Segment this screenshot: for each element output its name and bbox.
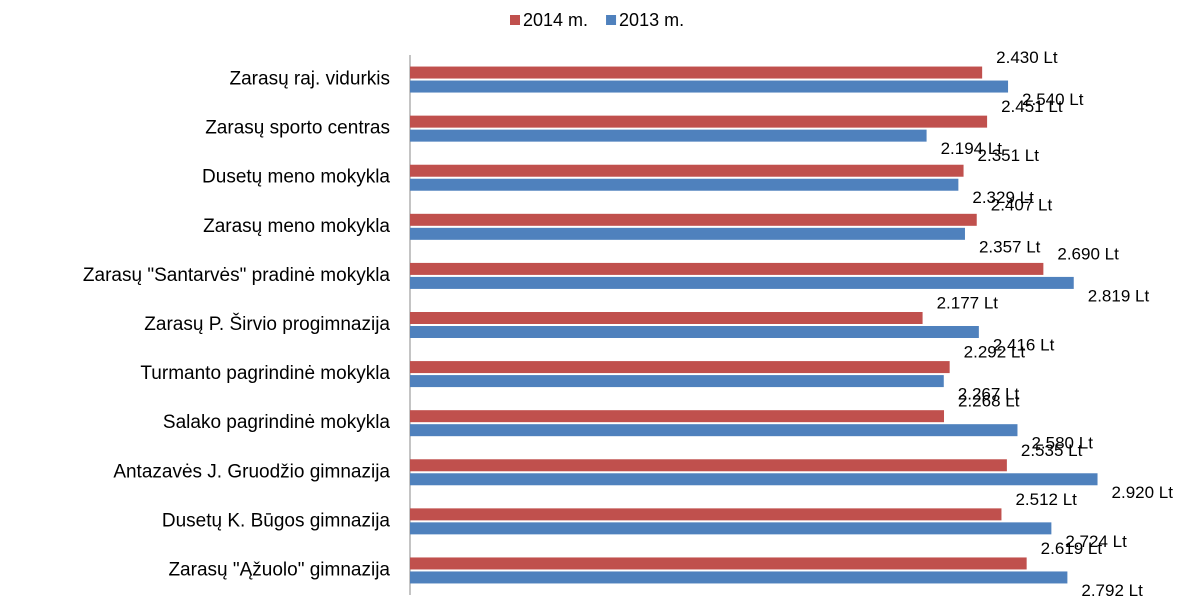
data-label: 2.540 Lt bbox=[1022, 90, 1084, 109]
y-tick-label: Zarasų "Santarvės" pradinė mokykla bbox=[83, 265, 391, 286]
data-label: 2.430 Lt bbox=[996, 48, 1058, 67]
y-tick-label: Zarasų meno mokykla bbox=[203, 216, 390, 237]
bar bbox=[410, 227, 965, 240]
data-label: 2.451 Lt bbox=[1001, 97, 1063, 116]
bar bbox=[410, 361, 950, 374]
data-label: 2.619 Lt bbox=[1041, 539, 1103, 558]
data-label: 2.580 Lt bbox=[1031, 434, 1093, 453]
bar bbox=[410, 375, 944, 388]
y-tick-label: Turmanto pagrindinė mokykla bbox=[140, 363, 390, 384]
bar bbox=[410, 459, 1007, 472]
data-label: 2.920 Lt bbox=[1112, 483, 1174, 502]
data-label: 2.268 Lt bbox=[958, 392, 1020, 411]
y-tick-label: Zarasų raj. vidurkis bbox=[230, 69, 391, 90]
bar bbox=[410, 66, 983, 79]
y-tick-label: Dusetų meno mokykla bbox=[202, 167, 390, 188]
data-label: 2.416 Lt bbox=[993, 335, 1055, 354]
bar bbox=[410, 473, 1098, 486]
y-tick-label: Antazavės J. Gruodžio gimnazija bbox=[113, 461, 390, 482]
bar bbox=[410, 522, 1052, 535]
bar bbox=[410, 164, 964, 177]
data-label: 2.329 Lt bbox=[972, 188, 1034, 207]
data-label: 2.724 Lt bbox=[1065, 532, 1127, 551]
y-tick-label: Zarasų sporto centras bbox=[205, 118, 390, 139]
data-label: 2.535 Lt bbox=[1021, 441, 1083, 460]
bar bbox=[410, 557, 1027, 570]
data-label: 2.357 Lt bbox=[979, 237, 1041, 256]
y-tick-label: Dusetų K. Būgos gimnazija bbox=[162, 510, 391, 531]
y-tick-label: Zarasų "Ąžuolo" gimnazija bbox=[168, 559, 390, 580]
bar bbox=[410, 213, 977, 226]
bar bbox=[410, 424, 1018, 437]
legend-label: 2013 m. bbox=[619, 10, 684, 30]
data-label: 2.407 Lt bbox=[991, 195, 1053, 214]
bar bbox=[410, 276, 1074, 289]
bar bbox=[410, 115, 988, 128]
bar bbox=[410, 80, 1009, 93]
legend-label: 2014 m. bbox=[523, 10, 588, 30]
bar bbox=[410, 312, 923, 324]
legend-swatch bbox=[606, 15, 617, 25]
data-label: 2.194 Lt bbox=[941, 139, 1003, 158]
y-tick-label: Zarasų P. Širvio progimnazija bbox=[144, 313, 390, 335]
bar bbox=[410, 410, 945, 423]
data-label: 2.177 Lt bbox=[937, 293, 999, 312]
data-label: 2.267 Lt bbox=[958, 385, 1020, 404]
data-label: 2.512 Lt bbox=[1015, 490, 1077, 509]
bar bbox=[410, 326, 979, 338]
legend-swatch bbox=[510, 15, 520, 25]
bar bbox=[410, 262, 1044, 275]
data-label: 2.792 Lt bbox=[1081, 581, 1143, 597]
bar bbox=[410, 178, 959, 191]
bar bbox=[410, 571, 1068, 584]
y-tick-label: Salako pagrindinė mokykla bbox=[163, 412, 391, 433]
data-label: 2.351 Lt bbox=[978, 146, 1040, 165]
bar bbox=[410, 129, 927, 142]
bar bbox=[410, 508, 1002, 521]
data-label: 2.690 Lt bbox=[1057, 244, 1119, 263]
data-label: 2.819 Lt bbox=[1088, 286, 1150, 305]
data-label: 2.292 Lt bbox=[964, 343, 1026, 362]
